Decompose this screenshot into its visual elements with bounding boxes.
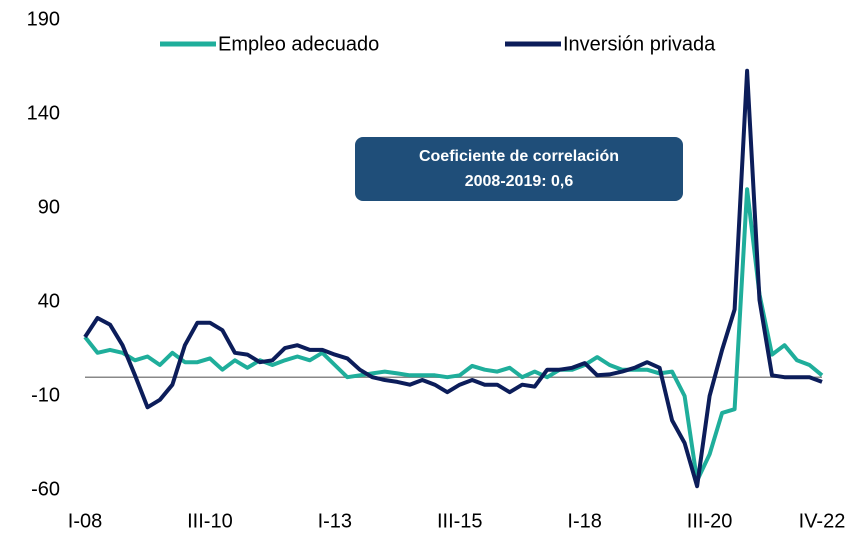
- x-tick-label: III-10: [187, 510, 233, 532]
- annotation: Coeficiente de correlación: [419, 148, 619, 165]
- y-tick-label: 40: [38, 290, 60, 312]
- x-tick-label: I-18: [567, 510, 601, 532]
- y-tick-label: 90: [38, 196, 60, 218]
- y-tick-label: -10: [31, 384, 60, 406]
- annotation-box: [355, 137, 683, 201]
- y-tick-label: 140: [27, 102, 60, 124]
- annotation: 2008-2019: 0,6: [465, 173, 574, 190]
- x-tick-label: IV-22: [799, 510, 846, 532]
- legend-label: Empleo adecuado: [218, 33, 379, 55]
- x-tick-label: III-20: [687, 510, 733, 532]
- series-line: [83, 187, 824, 483]
- x-tick-label: III-15: [437, 510, 483, 532]
- y-tick-label: -60: [31, 478, 60, 500]
- x-tick-label: I-13: [318, 510, 352, 532]
- y-tick-label: 190: [27, 8, 60, 30]
- series-line: [83, 68, 823, 489]
- x-tick-label: I-08: [68, 510, 102, 532]
- legend-label: Inversión privada: [563, 33, 716, 55]
